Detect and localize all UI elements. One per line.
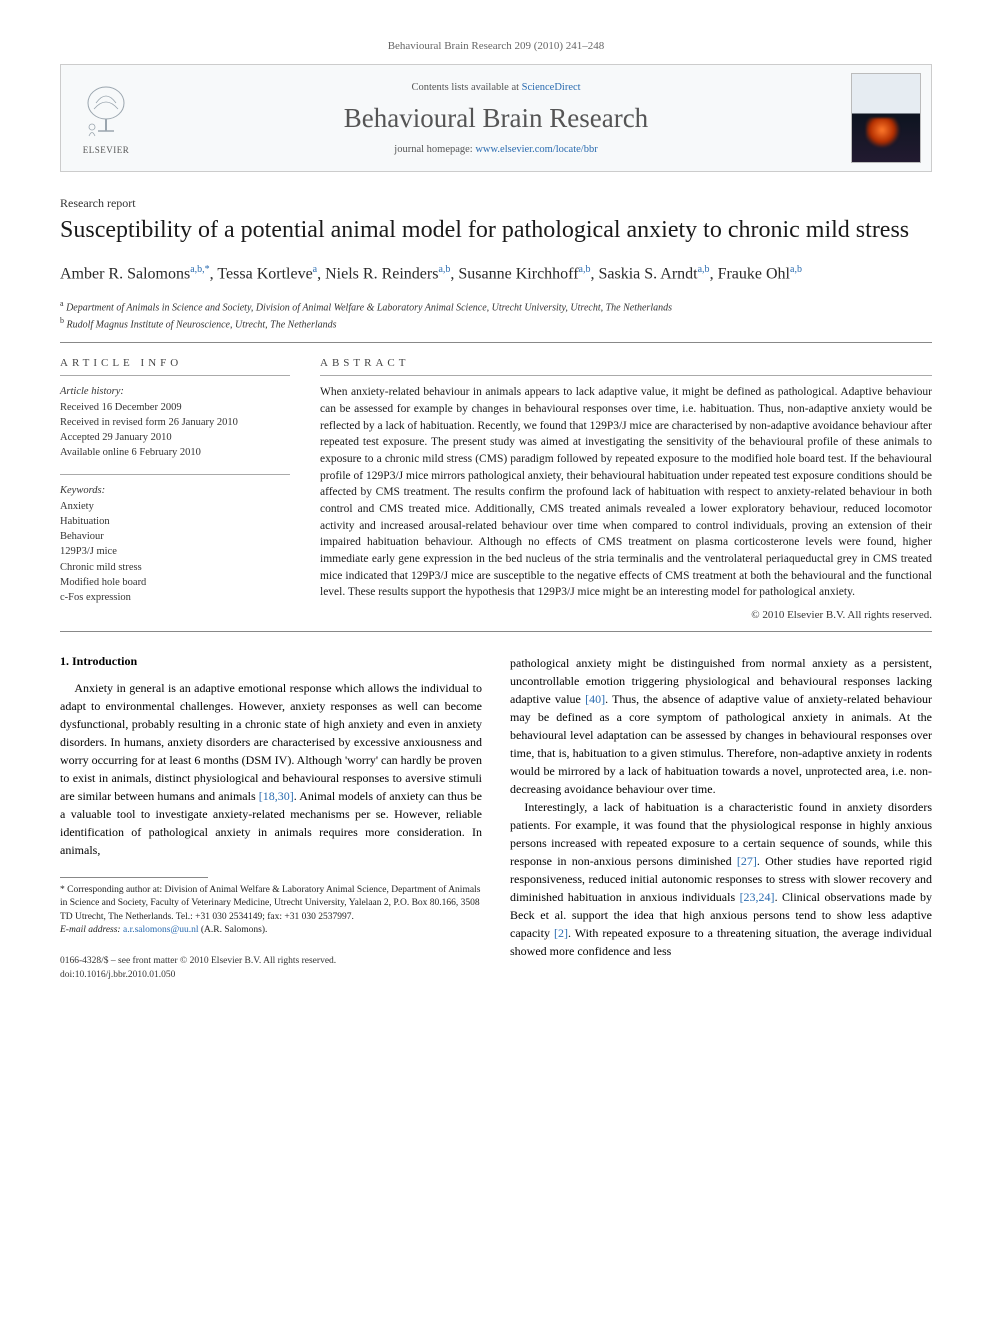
email-label: E-mail address: — [60, 925, 123, 935]
history-line: Accepted 29 January 2010 — [60, 430, 290, 445]
body-paragraph: Anxiety in general is an adaptive emotio… — [60, 679, 482, 859]
body-col-right: pathological anxiety might be distinguis… — [510, 654, 932, 982]
history-line: Received 16 December 2009 — [60, 400, 290, 415]
keyword: Behaviour — [60, 529, 290, 544]
running-header: Behavioural Brain Research 209 (2010) 24… — [60, 40, 932, 52]
keywords-block: Keywords: Anxiety Habituation Behaviour … — [60, 483, 290, 605]
email-suffix: (A.R. Salomons). — [199, 925, 268, 935]
body-paragraph: Interestingly, a lack of habituation is … — [510, 798, 932, 960]
sub-divider — [320, 375, 932, 376]
affiliation-b: b Rudolf Magnus Institute of Neuroscienc… — [60, 315, 932, 332]
citation-link[interactable]: [2] — [554, 926, 568, 940]
divider-rule — [60, 342, 932, 343]
article-info-col: ARTICLE INFO Article history: Received 1… — [60, 357, 290, 621]
keyword: Chronic mild stress — [60, 560, 290, 575]
history-label: Article history: — [60, 384, 290, 399]
contents-available-line: Contents lists available at ScienceDirec… — [159, 82, 833, 93]
footnote-rule — [60, 877, 208, 878]
citation-link[interactable]: [27] — [737, 854, 757, 868]
citation-link[interactable]: [18,30] — [259, 789, 294, 803]
journal-header-box: ELSEVIER Contents lists available at Sci… — [60, 64, 932, 172]
cover-image — [851, 73, 921, 163]
history-line: Available online 6 February 2010 — [60, 445, 290, 460]
front-matter-line: 0166-4328/$ – see front matter © 2010 El… — [60, 955, 482, 968]
keyword: Anxiety — [60, 499, 290, 514]
journal-cover-thumb — [841, 65, 931, 171]
journal-page: Behavioural Brain Research 209 (2010) 24… — [0, 0, 992, 1012]
email-footnote: E-mail address: a.r.salomons@uu.nl (A.R.… — [60, 924, 482, 937]
body-col-left: 1. Introduction Anxiety in general is an… — [60, 654, 482, 982]
affiliation-a: a Department of Animals in Science and S… — [60, 298, 932, 315]
corresponding-footnote: * Corresponding author at: Division of A… — [60, 884, 482, 924]
doi-line: doi:10.1016/j.bbr.2010.01.050 — [60, 969, 482, 982]
divider-rule — [60, 631, 932, 632]
author-list: Amber R. Salomonsa,b,*, Tessa Kortlevea,… — [60, 263, 932, 286]
report-type: Research report — [60, 196, 932, 211]
keywords-label: Keywords: — [60, 483, 290, 498]
journal-homepage-line: journal homepage: www.elsevier.com/locat… — [159, 144, 833, 155]
sub-divider — [60, 375, 290, 376]
keyword: Habituation — [60, 514, 290, 529]
article-info-label: ARTICLE INFO — [60, 357, 290, 369]
sciencedirect-link[interactable]: ScienceDirect — [522, 82, 581, 93]
sub-divider — [60, 474, 290, 475]
elsevier-label: ELSEVIER — [83, 145, 130, 155]
body-columns: 1. Introduction Anxiety in general is an… — [60, 654, 932, 982]
elsevier-tree-icon — [76, 81, 136, 141]
affiliations: a Department of Animals in Science and S… — [60, 298, 932, 333]
copyright-line: © 2010 Elsevier B.V. All rights reserved… — [320, 609, 932, 621]
paper-title: Susceptibility of a potential animal mod… — [60, 215, 932, 245]
citation-link[interactable]: [40] — [585, 692, 605, 706]
abstract-text: When anxiety-related behaviour in animal… — [320, 384, 932, 601]
citation-link[interactable]: [23,24] — [740, 890, 775, 904]
keyword: Modified hole board — [60, 575, 290, 590]
abstract-col: ABSTRACT When anxiety-related behaviour … — [320, 357, 932, 621]
article-history: Article history: Received 16 December 20… — [60, 384, 290, 460]
info-abstract-row: ARTICLE INFO Article history: Received 1… — [60, 357, 932, 621]
journal-name: Behavioural Brain Research — [159, 103, 833, 134]
contents-prefix: Contents lists available at — [411, 82, 521, 93]
elsevier-logo: ELSEVIER — [61, 65, 151, 171]
homepage-prefix: journal homepage: — [394, 144, 475, 155]
journal-header-center: Contents lists available at ScienceDirec… — [151, 65, 841, 171]
doi-block: 0166-4328/$ – see front matter © 2010 El… — [60, 955, 482, 982]
history-line: Received in revised form 26 January 2010 — [60, 415, 290, 430]
section-heading: 1. Introduction — [60, 654, 482, 669]
email-link[interactable]: a.r.salomons@uu.nl — [123, 925, 199, 935]
keyword: c-Fos expression — [60, 590, 290, 605]
keyword: 129P3/J mice — [60, 544, 290, 559]
body-paragraph: pathological anxiety might be distinguis… — [510, 654, 932, 798]
abstract-label: ABSTRACT — [320, 357, 932, 369]
homepage-url[interactable]: www.elsevier.com/locate/bbr — [475, 144, 597, 155]
